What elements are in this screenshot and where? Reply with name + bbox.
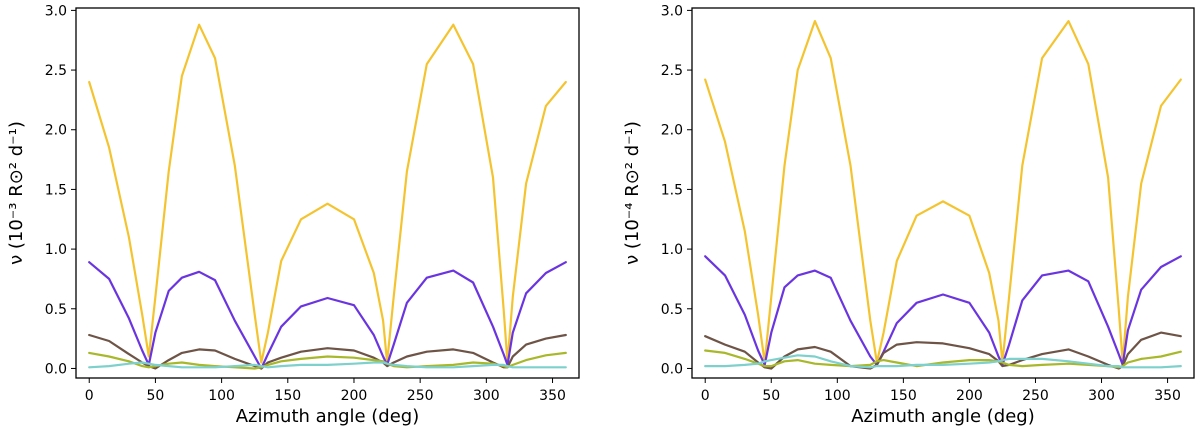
x-tick-label: 350	[1154, 388, 1181, 404]
y-tick-label: 2.0	[661, 123, 683, 139]
chart-panel-1: 0 50 100 150 200 250 300 350 0.0 0.5 1.0 1.5 2.0 2.5 3…	[6, 3, 580, 427]
y-tick-label: 2.0	[45, 123, 67, 139]
y-tick-label: 1.5	[45, 182, 67, 198]
x-axis-label: Azimuth angle (deg)	[236, 406, 420, 427]
x-tick-label: 100	[208, 388, 235, 404]
series-line-1	[704, 20, 1182, 364]
series-line-2	[704, 255, 1182, 366]
y-tick-label: 2.5	[45, 63, 67, 79]
x-tick-label: 50	[147, 388, 165, 404]
y-tick-label: 3.0	[661, 3, 683, 19]
y-axis-label: ν (10⁻⁴ R⊙² d⁻¹)	[622, 121, 643, 265]
x-tick-label: 150	[890, 388, 917, 404]
x-tick-label: 100	[824, 388, 851, 404]
x-tick-label: 250	[1022, 388, 1049, 404]
plot-frame	[75, 7, 580, 379]
x-tick-label: 250	[407, 388, 434, 404]
y-tick-label: 2.5	[661, 63, 683, 79]
x-tick-label: 0	[701, 388, 710, 404]
plot-frame	[691, 7, 1195, 379]
x-tick-label: 200	[341, 388, 368, 404]
x-tick-label: 300	[1088, 388, 1115, 404]
x-tick-label: 200	[956, 388, 983, 404]
y-tick-label: 1.5	[661, 182, 683, 198]
y-tick-label: 1.0	[661, 242, 683, 258]
series-line-5	[704, 354, 1182, 369]
x-tick-label: 0	[85, 388, 94, 404]
series-line-5	[88, 361, 567, 369]
x-tick-label: 300	[473, 388, 500, 404]
y-tick-label: 0.0	[45, 361, 67, 377]
series-line-2	[88, 261, 567, 370]
series-line-1	[88, 23, 567, 364]
y-tick-label: 0.5	[45, 302, 67, 318]
y-axis-label: ν (10⁻³ R⊙² d⁻¹)	[6, 121, 27, 265]
x-tick-label: 50	[762, 388, 780, 404]
chart-panel-2: 0 50 100 150 200 250 300 350 0.0 0.5 1.0 1.5 2.0 2.5 3…	[622, 3, 1195, 427]
y-tick-label: 3.0	[45, 3, 67, 19]
x-axis-label: Azimuth angle (deg)	[851, 406, 1035, 427]
y-tick-label: 1.0	[45, 242, 67, 258]
x-tick-label: 150	[274, 388, 301, 404]
y-tick-label: 0.0	[661, 361, 683, 377]
y-tick-label: 0.5	[661, 302, 683, 318]
x-tick-label: 350	[539, 388, 566, 404]
